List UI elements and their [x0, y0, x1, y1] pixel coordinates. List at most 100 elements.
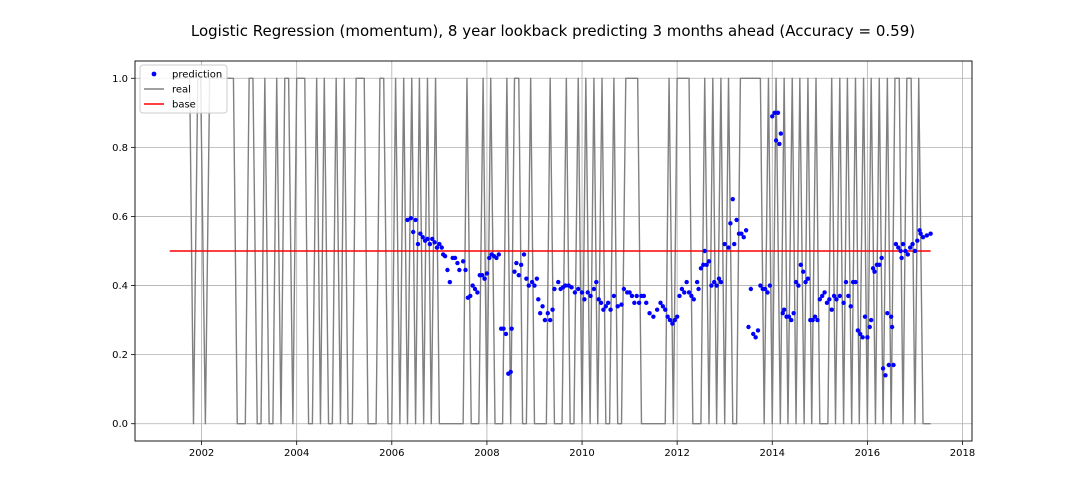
prediction-point-114 — [694, 279, 700, 285]
prediction-point-187 — [865, 335, 870, 340]
x-tick-label-5: 2012 — [664, 448, 689, 459]
y-tick-label-4: 0.8 — [112, 143, 128, 154]
prediction-point-210 — [910, 241, 915, 247]
prediction-point-203 — [896, 245, 901, 250]
prediction-point-161 — [800, 269, 806, 274]
legend-label-real: real — [172, 85, 191, 96]
prediction-point-59 — [545, 310, 550, 316]
prediction-point-206 — [900, 241, 906, 247]
prediction-point-63 — [556, 279, 561, 285]
prediction-point-18 — [447, 279, 453, 285]
prediction-point-160 — [798, 262, 803, 268]
prediction-point-79 — [601, 307, 606, 312]
prediction-point-12 — [434, 245, 440, 250]
prediction-point-23 — [460, 259, 466, 264]
prediction-point-168 — [817, 297, 823, 302]
prediction-point-165 — [810, 317, 815, 323]
prediction-point-215 — [920, 234, 926, 240]
prediction-point-185 — [860, 335, 865, 340]
prediction-point-47 — [516, 272, 521, 278]
prediction-point-138 — [751, 331, 756, 337]
prediction-point-158 — [793, 279, 799, 285]
prediction-point-71 — [579, 290, 585, 295]
prediction-point-61 — [550, 307, 555, 312]
prediction-point-90 — [632, 300, 637, 306]
prediction-point-156 — [789, 317, 794, 323]
prediction-point-32 — [482, 276, 487, 281]
prediction-point-157 — [791, 310, 796, 316]
prediction-point-1 — [408, 215, 414, 221]
prediction-point-122 — [712, 279, 717, 285]
prediction-point-62 — [552, 286, 557, 292]
prediction-point-78 — [598, 300, 604, 306]
prediction-point-121 — [709, 283, 714, 288]
prediction-point-109 — [682, 290, 687, 295]
prediction-point-130 — [732, 241, 737, 247]
prediction-point-105 — [672, 317, 677, 323]
prediction-point-209 — [907, 245, 913, 250]
prediction-point-22 — [457, 267, 462, 273]
prediction-point-151 — [778, 131, 784, 136]
prediction-point-194 — [879, 255, 884, 261]
prediction-point-98 — [654, 307, 660, 312]
prediction-point-144 — [765, 290, 770, 295]
prediction-point-20 — [452, 255, 458, 261]
prediction-point-56 — [537, 310, 543, 316]
prediction-point-116 — [698, 266, 704, 271]
prediction-point-143 — [762, 286, 768, 292]
prediction-point-128 — [728, 221, 733, 226]
prediction-point-124 — [716, 276, 722, 281]
prediction-point-195 — [880, 366, 886, 371]
prediction-point-76 — [594, 279, 599, 285]
prediction-point-175 — [834, 297, 839, 302]
prediction-point-180 — [848, 304, 853, 309]
prediction-point-131 — [734, 217, 739, 223]
prediction-point-137 — [748, 286, 754, 292]
prediction-point-41 — [503, 331, 509, 337]
prediction-point-189 — [868, 317, 874, 323]
prediction-point-159 — [796, 283, 801, 288]
prediction-point-150 — [777, 141, 782, 147]
prediction-point-177 — [841, 300, 846, 306]
prediction-point-10 — [430, 236, 435, 242]
prediction-point-207 — [903, 248, 908, 254]
prediction-point-103 — [667, 317, 673, 323]
prediction-point-172 — [827, 297, 832, 302]
prediction-point-182 — [853, 279, 858, 285]
prediction-point-166 — [812, 314, 818, 319]
prediction-point-54 — [534, 276, 540, 281]
prediction-point-170 — [822, 290, 827, 295]
prediction-point-149 — [775, 110, 781, 116]
prediction-point-92 — [636, 300, 642, 306]
prediction-point-183 — [855, 328, 861, 333]
prediction-point-37 — [494, 255, 499, 261]
prediction-point-17 — [445, 267, 450, 273]
prediction-point-117 — [701, 262, 706, 268]
prediction-point-102 — [665, 314, 670, 319]
x-tick-label-2: 2006 — [379, 448, 404, 459]
prediction-point-113 — [691, 297, 696, 302]
prediction-point-111 — [686, 290, 692, 295]
prediction-point-14 — [439, 245, 444, 250]
prediction-point-213 — [917, 228, 922, 233]
prediction-point-70 — [576, 286, 581, 292]
prediction-point-96 — [647, 310, 652, 316]
prediction-point-89 — [629, 293, 635, 299]
plot-area: 2002 2004 2006 2008 2010 2012 2014 2016 2018 0.0 0… — [112, 60, 975, 459]
prediction-point-174 — [831, 293, 837, 299]
prediction-point-6 — [420, 234, 425, 240]
prediction-point-184 — [858, 331, 863, 337]
prediction-point-214 — [918, 231, 923, 236]
prediction-point-153 — [781, 307, 787, 312]
prediction-point-72 — [582, 297, 587, 302]
prediction-point-50 — [524, 276, 529, 281]
chart-title: Logistic Regression (momentum), 8 year l… — [191, 22, 915, 40]
prediction-point-186 — [862, 314, 868, 319]
x-tick-label-3: 2008 — [474, 448, 499, 459]
prediction-point-208 — [905, 252, 910, 257]
prediction-point-211 — [912, 248, 918, 254]
prediction-point-140 — [755, 328, 761, 333]
prediction-point-68 — [569, 285, 574, 290]
prediction-point-13 — [437, 241, 442, 247]
prediction-point-48 — [518, 262, 524, 268]
